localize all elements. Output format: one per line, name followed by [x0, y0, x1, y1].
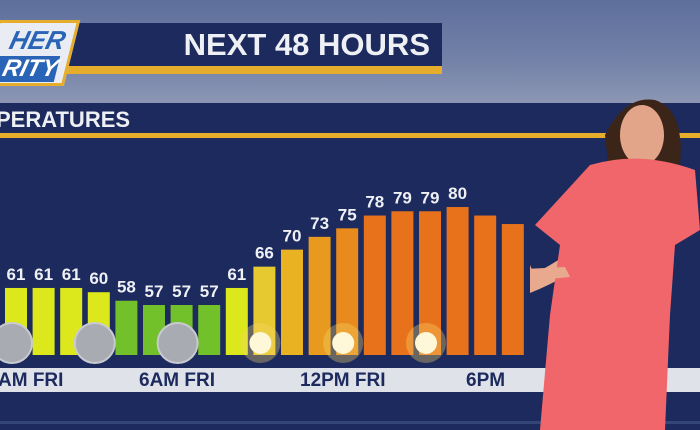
bar-value-label: 79: [421, 188, 440, 207]
title-banner: NEXT 48 HOURS: [58, 23, 442, 66]
logo-text-bottom: RITY: [0, 55, 61, 82]
time-label: 6PM: [466, 370, 506, 391]
bar-value-label: 73: [310, 214, 329, 233]
moon-icon: [73, 322, 116, 364]
page-title: NEXT 48 HOURS: [183, 27, 430, 62]
logo-text-top: HER: [6, 25, 69, 55]
bar: [391, 211, 414, 355]
bar-value-label: 66: [255, 244, 274, 263]
bar-value-label: 57: [172, 282, 191, 301]
bar-value-label: 57: [145, 282, 164, 301]
bar: [474, 215, 497, 355]
bar-value-label: 78: [365, 193, 384, 212]
sun-icon: [249, 332, 272, 354]
bar: [446, 207, 469, 355]
bar: [308, 236, 331, 355]
bottom-divider: [0, 421, 700, 424]
bar-value-label: 70: [283, 227, 302, 246]
moon-icon: [0, 322, 33, 364]
bar: [363, 215, 386, 355]
section-title: PERATURES: [0, 107, 131, 132]
temperature-bar-chart: 61 61 61 60 58 57 57 57 61 66 70 73 75 78 79 79 80: [0, 184, 524, 364]
bar-value-label: 75: [338, 205, 357, 224]
time-label: 6AM FRI: [139, 370, 215, 391]
sun-icon: [332, 332, 355, 354]
time-label: 12PM FRI: [300, 370, 386, 391]
presenter-figure: [530, 99, 700, 430]
bar: [419, 211, 441, 355]
bar-value-label: 61: [34, 265, 53, 284]
bar: [198, 305, 221, 355]
bar: [336, 228, 359, 355]
section-banner: PERATURES: [0, 103, 700, 134]
bar-value-label: 61: [7, 265, 26, 284]
bar-value-label: 61: [62, 265, 81, 284]
bar: [32, 287, 55, 355]
bar-value-label: 58: [117, 278, 136, 297]
sun-icon: [415, 332, 437, 354]
bar-value-label: 61: [227, 265, 246, 284]
bar-value-label: 60: [89, 269, 108, 288]
bar-value-label: 80: [448, 184, 467, 203]
bar: [281, 249, 303, 355]
section-underline: [0, 133, 700, 138]
moon-icon: [156, 322, 199, 364]
bar-value-label: 79: [393, 188, 412, 207]
bar: [115, 300, 138, 355]
time-label: AM FRI: [0, 370, 64, 391]
bar-value-label: 57: [200, 282, 219, 301]
bar: [225, 287, 248, 355]
bar: [501, 224, 524, 355]
title-underline: [58, 66, 442, 74]
